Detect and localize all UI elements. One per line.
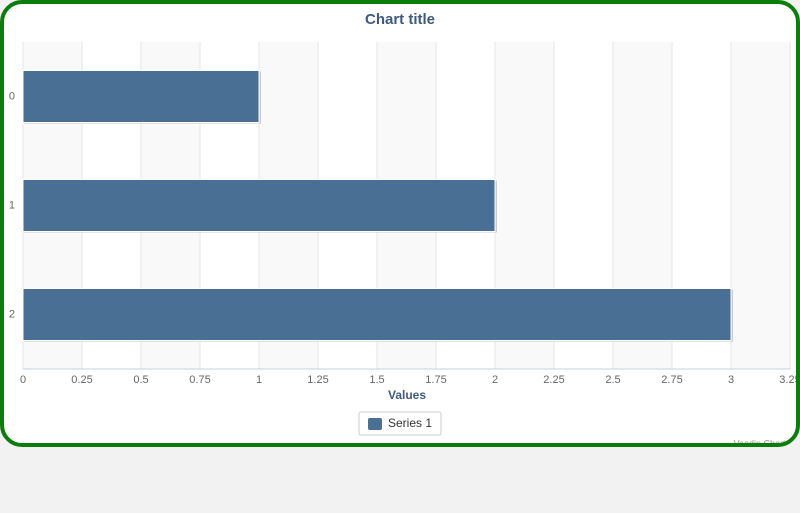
x-tick-label: 0.75 bbox=[189, 374, 210, 386]
x-tick-label: 1.25 bbox=[307, 374, 328, 386]
x-tick-label: 3.25 bbox=[779, 374, 796, 386]
chart-title: Chart title bbox=[365, 11, 435, 28]
y-tick-label: 0 bbox=[9, 90, 15, 102]
x-tick-label: 2.5 bbox=[605, 374, 620, 386]
chart: Chart title Values Vaadin Charts 0 0.25 0.… bbox=[9, 11, 796, 443]
x-tick-label: 1.5 bbox=[369, 374, 384, 386]
chart-container: Chart title Values Vaadin Charts 0 0.25 0.… bbox=[0, 0, 800, 447]
x-tick-label: 2.25 bbox=[543, 374, 564, 386]
x-tick-label: 2.75 bbox=[661, 374, 682, 386]
x-tick-label: 1.75 bbox=[425, 374, 446, 386]
y-tick-label: 2 bbox=[9, 308, 15, 320]
x-tick-label: 3 bbox=[728, 374, 734, 386]
credit: Vaadin Charts bbox=[734, 438, 791, 443]
plot-band bbox=[731, 42, 790, 369]
x-axis-title: Values bbox=[388, 388, 426, 402]
bar bbox=[22, 70, 260, 123]
x-tick-label: 1 bbox=[256, 374, 262, 386]
bar bbox=[22, 179, 496, 232]
x-tick-label: 0 bbox=[20, 374, 26, 386]
x-tick-label: 0.5 bbox=[133, 374, 148, 386]
x-tick-label: 0.25 bbox=[71, 374, 92, 386]
y-tick-label: 1 bbox=[9, 199, 15, 211]
legend-swatch bbox=[368, 418, 382, 430]
bar bbox=[22, 288, 732, 341]
x-tick-label: 2 bbox=[492, 374, 498, 386]
legend-label: Series 1 bbox=[388, 416, 432, 430]
